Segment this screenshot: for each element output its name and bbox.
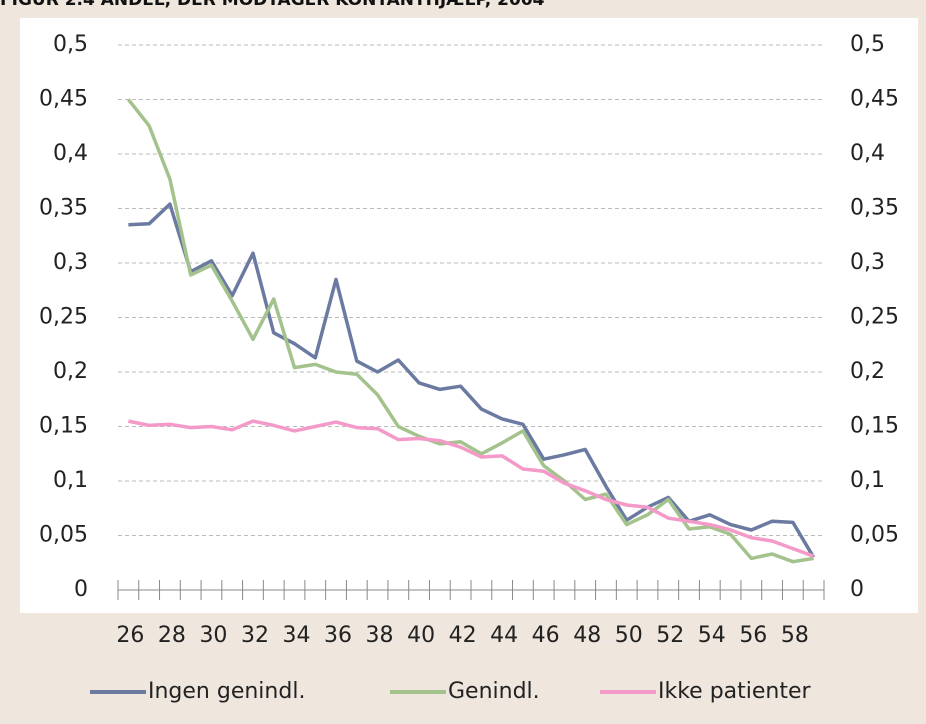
legend-label: Ikke patienter [658, 679, 812, 704]
y2-tick-label: 0 [850, 577, 864, 602]
y2-tick-label: 0,4 [850, 141, 885, 166]
x-tick-label: 44 [490, 623, 518, 648]
x-tick-label: 50 [615, 623, 643, 648]
y2-tick-label: 0,1 [850, 468, 885, 493]
y-tick-label: 0,1 [53, 468, 88, 493]
x-tick-label: 32 [241, 623, 269, 648]
series-line [127, 98, 814, 564]
y2-tick-label: 0,15 [850, 414, 899, 439]
y2-tick-label: 0,05 [850, 523, 899, 548]
x-tick-label: 42 [449, 623, 477, 648]
x-tick-label: 54 [698, 623, 726, 648]
x-tick-label: 28 [158, 623, 186, 648]
y2-tick-label: 0,35 [850, 196, 899, 221]
y-tick-label: 0,35 [39, 196, 88, 221]
y-tick-label: 0,25 [39, 305, 88, 330]
series-line [128, 202, 816, 559]
x-tick-label: 26 [116, 623, 144, 648]
y2-tick-label: 0,25 [850, 305, 899, 330]
series-line [128, 419, 815, 558]
y-tick-label: 0,15 [39, 414, 88, 439]
x-tick-label: 48 [573, 623, 601, 648]
x-tick-label: 40 [407, 623, 435, 648]
x-tick-label: 52 [656, 623, 684, 648]
y-tick-label: 0,45 [39, 87, 88, 112]
x-tick-label: 36 [324, 623, 352, 648]
y-tick-label: 0,05 [39, 523, 88, 548]
y2-tick-label: 0,45 [850, 87, 899, 112]
y-tick-label: 0,5 [53, 32, 88, 57]
legend-label: Ingen genindl. [148, 679, 305, 704]
x-tick-label: 58 [781, 623, 809, 648]
plot-panel [20, 18, 918, 613]
y2-tick-label: 0,3 [850, 250, 885, 275]
chart-title: FIGUR 2.4 ANDEL, DER MODTAGER KONTANTHJÆ… [0, 0, 545, 10]
x-tick-label: 38 [366, 623, 394, 648]
x-tick-label: 46 [532, 623, 560, 648]
x-tick-label: 34 [283, 623, 311, 648]
y-tick-label: 0,3 [53, 250, 88, 275]
y-tick-label: 0,4 [53, 141, 88, 166]
legend-label: Genindl. [448, 679, 540, 704]
x-tick-label: 56 [739, 623, 767, 648]
y-tick-label: 0,2 [53, 359, 88, 384]
y2-tick-label: 0,5 [850, 32, 885, 57]
y-tick-label: 0 [74, 577, 88, 602]
x-tick-label: 30 [199, 623, 227, 648]
y2-tick-label: 0,2 [850, 359, 885, 384]
